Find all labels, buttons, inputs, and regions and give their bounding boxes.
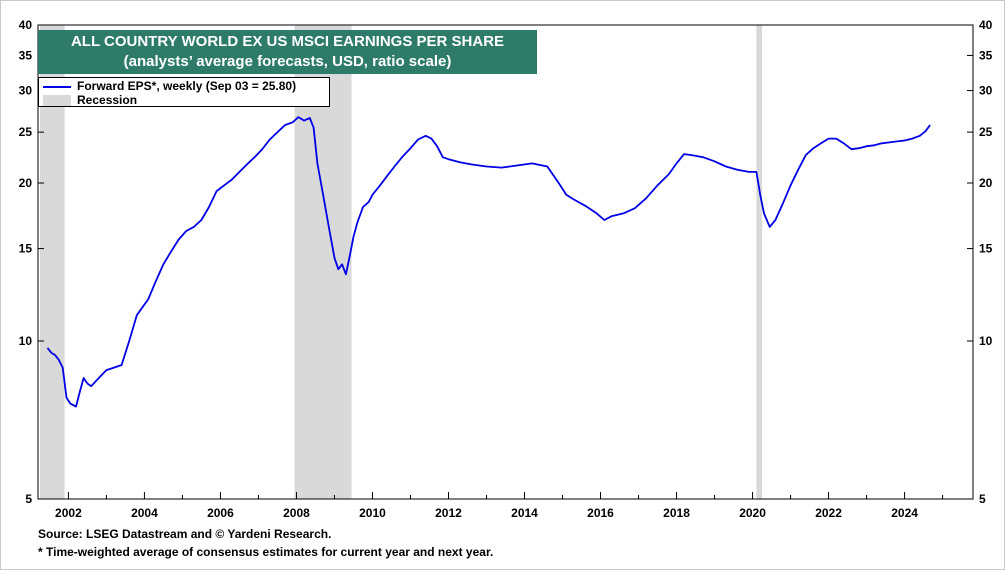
y-tick-label-left: 40 xyxy=(19,18,33,32)
y-tick-label-right: 25 xyxy=(979,125,993,139)
y-tick-label-right: 5 xyxy=(979,492,986,506)
legend-recession-label: Recession xyxy=(77,93,138,107)
legend-series-label: Forward EPS*, weekly (Sep 03 = 25.80) xyxy=(77,79,297,93)
y-tick-label-right: 20 xyxy=(979,176,993,190)
y-tick-label-left: 10 xyxy=(19,334,33,348)
y-tick-label-left: 30 xyxy=(19,84,33,98)
x-tick-label: 2016 xyxy=(587,506,614,520)
x-tick-label: 2004 xyxy=(131,506,158,520)
y-tick-label-left: 5 xyxy=(25,492,32,506)
legend-item-series: Forward EPS*, weekly (Sep 03 = 25.80) xyxy=(43,79,296,93)
y-tick-label-right: 40 xyxy=(979,18,993,32)
legend: Forward EPS*, weekly (Sep 03 = 25.80) Re… xyxy=(38,77,330,107)
y-tick-label-right: 15 xyxy=(979,242,993,256)
forward-eps-line xyxy=(46,116,931,408)
legend-recession-swatch xyxy=(43,95,71,107)
x-tick-label: 2018 xyxy=(663,506,690,520)
y-tick-label-left: 15 xyxy=(19,242,33,256)
legend-line-swatch xyxy=(43,85,71,88)
legend-item-recession: Recession xyxy=(43,93,137,107)
source-note: Source: LSEG Datastream and © Yardeni Re… xyxy=(38,527,332,541)
series-layer xyxy=(46,116,931,408)
y-tick-label-right: 35 xyxy=(979,48,993,62)
y-tick-label-left: 20 xyxy=(19,176,33,190)
chart-title-line-2: (analysts’ average forecasts, USD, ratio… xyxy=(123,53,452,70)
x-tick-label: 2020 xyxy=(739,506,766,520)
x-tick-label: 2006 xyxy=(207,506,234,520)
recession-band xyxy=(756,25,763,499)
x-tick-label: 2010 xyxy=(359,506,386,520)
x-tick-label: 2002 xyxy=(55,506,82,520)
y-tick-label-left: 25 xyxy=(19,125,33,139)
plot-area xyxy=(37,24,974,500)
x-tick-label: 2014 xyxy=(511,506,538,520)
y-tick-label-right: 30 xyxy=(979,84,993,98)
y-tick-label-right: 10 xyxy=(979,334,993,348)
chart-title-line-1: ALL COUNTRY WORLD EX US MSCI EARNINGS PE… xyxy=(70,33,505,50)
y-tick-label-left: 35 xyxy=(19,48,33,62)
x-tick-label: 2008 xyxy=(283,506,310,520)
x-tick-label: 2022 xyxy=(815,506,842,520)
x-tick-label: 2012 xyxy=(435,506,462,520)
x-tick-label: 2024 xyxy=(891,506,918,520)
footnote: * Time-weighted average of consensus est… xyxy=(38,545,494,559)
chart-title: ALL COUNTRY WORLD EX US MSCI EARNINGS PE… xyxy=(38,30,537,74)
